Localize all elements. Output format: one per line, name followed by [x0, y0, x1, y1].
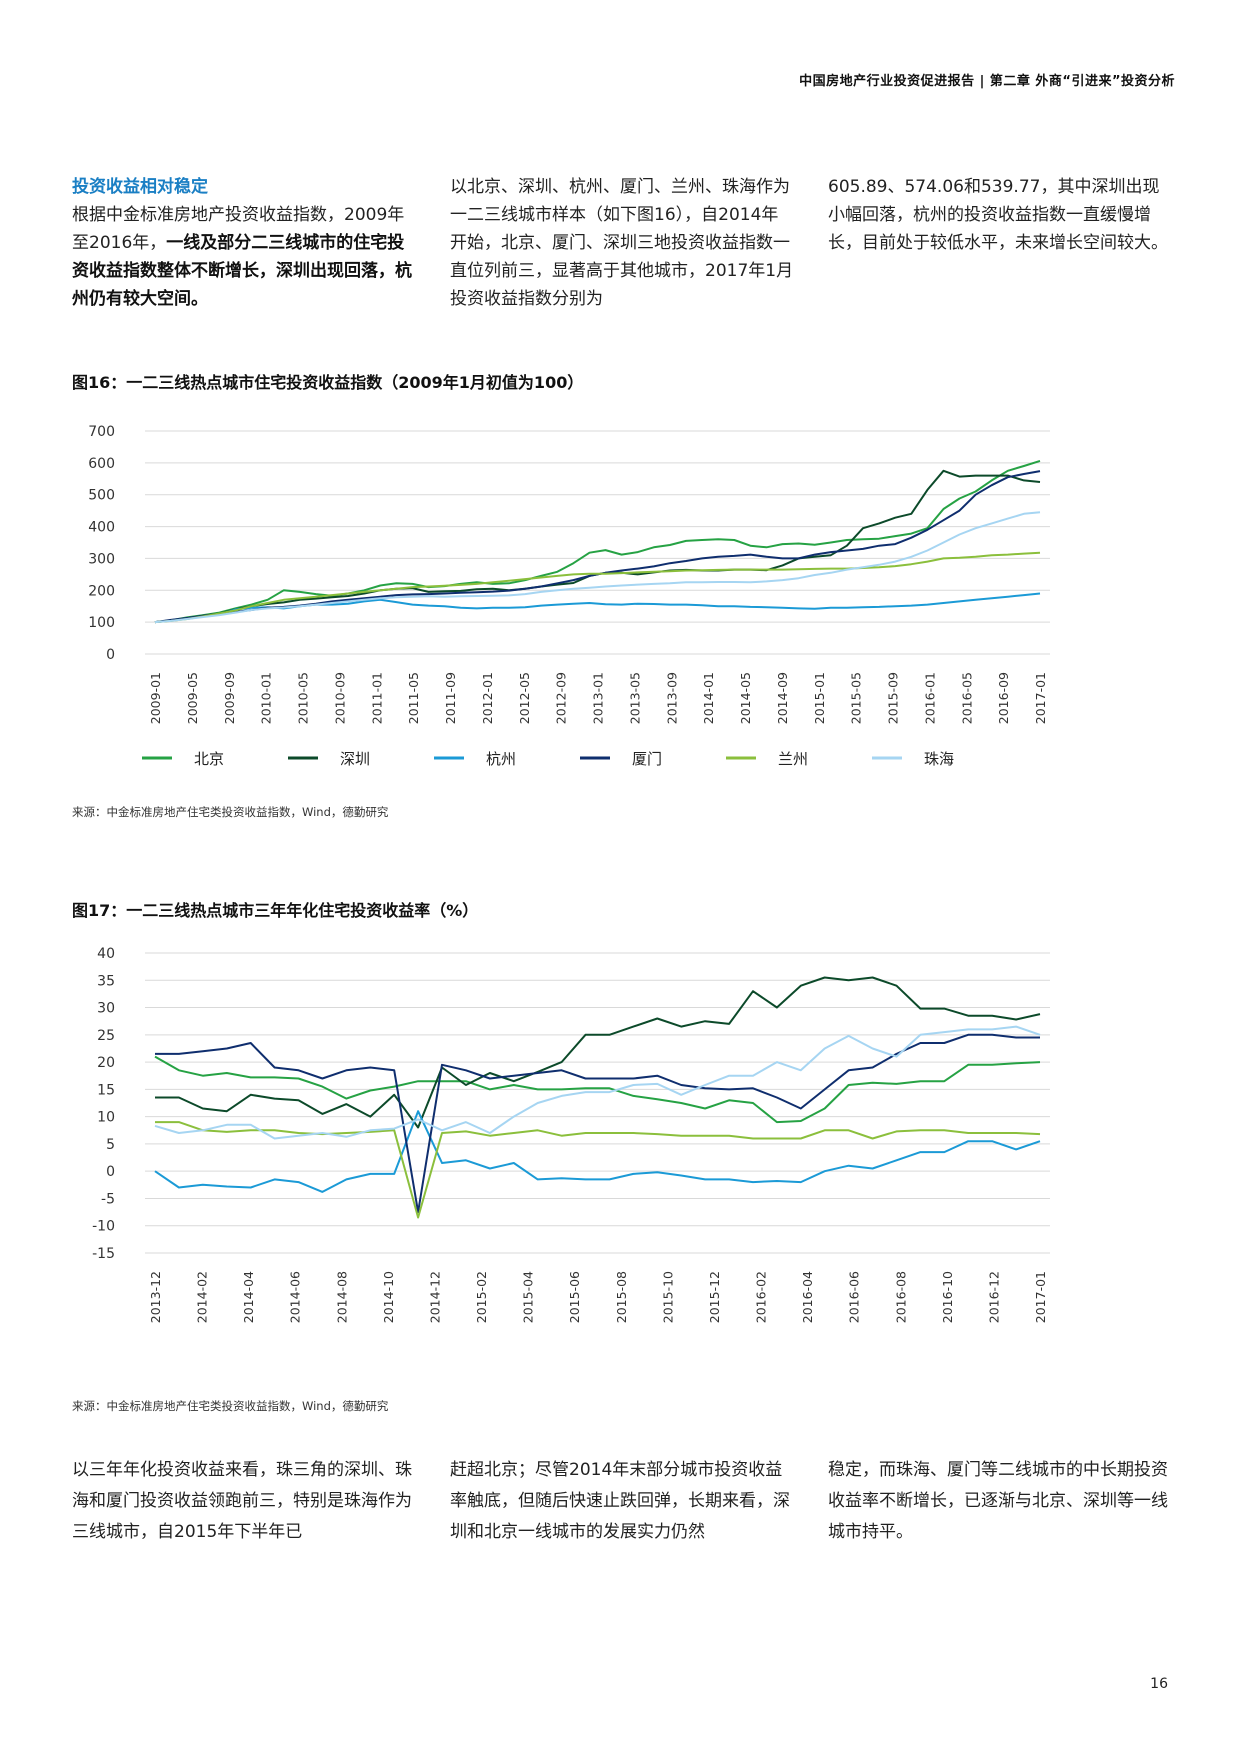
x-tick-label: 2013-05: [627, 672, 642, 724]
report-header: 中国房地产行业投资促进报告 | 第二章 外商“引进来”投资分析: [799, 74, 1175, 89]
page-number: 16: [1150, 1676, 1168, 1692]
fig17-chart: -15 -10 -5 0 5 10 15 20 25 30 35 40 2013-12 2014-02 20…: [92, 946, 1050, 1323]
x-tick-label: 2011-09: [443, 672, 458, 724]
y-tick-label: 20: [97, 1055, 115, 1071]
x-tick-label: 2012-01: [480, 672, 495, 724]
legend-label: 厦门: [632, 750, 662, 768]
legend-label: 珠海: [924, 750, 954, 768]
fig16-source: 来源：中金标准房地产住宅类投资收益指数，Wind，德勤研究: [72, 805, 389, 819]
x-tick-label: 2017-01: [1033, 672, 1048, 724]
bottom-col-2: 赶超北京；尽管2014年末部分城市投资收益率触底，但随后快速止跌回弹，长期来看，…: [450, 1460, 790, 1542]
x-tick-label: 2011-05: [406, 672, 421, 724]
intro-col-2: 以北京、深圳、杭州、厦门、兰州、珠海作为一二三线城市样本（如下图16），自201…: [450, 173, 795, 313]
x-tick-label: 2010-01: [259, 672, 274, 724]
intro-col-1-bold: 一线及部分二三线城市的住宅投资收益指数整体不断增长，深圳出现回落，杭州仍有较大空…: [72, 233, 412, 309]
bottom-col-3: 稳定，而珠海、厦门等二线城市的中长期投资收益率不断增长，已逐渐与北京、深圳等一线…: [828, 1460, 1168, 1542]
x-tick-label: 2012-05: [517, 672, 532, 724]
series-line-厦门: [155, 1033, 1040, 1214]
series-line-杭州: [154, 1110, 1041, 1193]
intro-col-3-text: 605.89、574.06和539.77，其中深圳出现小幅回落，杭州的投资收益指…: [828, 177, 1168, 253]
y-tick-label: 25: [97, 1028, 115, 1044]
y-tick-label: 35: [97, 973, 115, 989]
x-tick-label: 2014-10: [381, 1271, 396, 1323]
y-tick-label: 600: [88, 456, 115, 472]
intro-col-1: 投资收益相对稳定 根据中金标准房地产投资收益指数，2009年至2016年，一线及…: [72, 173, 412, 313]
x-tick-label: 2017-01: [1033, 1271, 1048, 1323]
legend-label: 杭州: [486, 750, 516, 768]
x-tick-label: 2014-12: [427, 1271, 442, 1323]
y-tick-label: 500: [88, 488, 115, 504]
series-line-兰州: [154, 551, 1041, 624]
y-tick-label: 0: [106, 647, 115, 663]
x-tick-label: 2014-02: [195, 1271, 210, 1323]
section-title: 投资收益相对稳定: [72, 177, 208, 197]
y-tick-label: 5: [106, 1137, 115, 1153]
x-tick-label: 2014-05: [738, 672, 753, 724]
x-tick-label: 2015-02: [474, 1271, 489, 1323]
series-line-深圳: [155, 976, 1041, 1129]
x-tick-label: 2015-01: [812, 672, 827, 724]
legend-label: 北京: [194, 750, 224, 768]
y-tick-label: 15: [97, 1082, 115, 1098]
fig16-title: 图16：一二三线热点城市住宅投资收益指数（2009年1月初值为100）: [72, 373, 584, 392]
x-tick-label: 2016-04: [800, 1271, 815, 1323]
x-tick-label: 2014-04: [241, 1271, 256, 1323]
y-tick-label: 100: [88, 615, 115, 631]
y-tick-label: -5: [101, 1191, 115, 1207]
y-tick-label: -10: [92, 1219, 115, 1235]
x-tick-label: 2009-05: [185, 672, 200, 724]
x-tick-label: 2016-05: [959, 672, 974, 724]
series-line-兰州: [155, 1121, 1041, 1219]
x-tick-label: 2016-06: [847, 1271, 862, 1323]
series-line-北京: [154, 1055, 1041, 1124]
x-tick-label: 2016-08: [893, 1271, 908, 1323]
x-tick-label: 2014-08: [334, 1271, 349, 1323]
fig16-chart: 0 100 200 300 400 500 600 700 2009-01 2009-05 2009…: [88, 424, 1050, 768]
y-tick-label: 300: [88, 551, 115, 567]
legend-label: 兰州: [778, 750, 808, 768]
y-tick-label: 700: [88, 424, 115, 440]
y-tick-label: 0: [106, 1164, 115, 1180]
x-tick-label: 2014-06: [288, 1271, 303, 1323]
x-tick-label: 2013-09: [664, 672, 679, 724]
y-tick-label: -15: [92, 1246, 115, 1262]
x-tick-label: 2015-05: [849, 672, 864, 724]
x-tick-label: 2013-12: [148, 1271, 163, 1323]
x-tick-label: 2016-09: [996, 672, 1011, 724]
x-tick-label: 2010-05: [296, 672, 311, 724]
intro-col-3: 605.89、574.06和539.77，其中深圳出现小幅回落，杭州的投资收益指…: [828, 173, 1173, 257]
x-tick-label: 2012-09: [554, 672, 569, 724]
x-tick-label: 2015-12: [707, 1271, 722, 1323]
x-tick-label: 2011-01: [369, 672, 384, 724]
x-tick-label: 2009-09: [222, 672, 237, 724]
x-tick-label: 2016-02: [754, 1271, 769, 1323]
x-tick-label: 2013-01: [591, 672, 606, 724]
y-tick-label: 200: [88, 583, 115, 599]
y-tick-label: 40: [97, 946, 115, 962]
x-tick-label: 2016-10: [940, 1271, 955, 1323]
series-line-珠海: [154, 511, 1041, 624]
legend-label: 深圳: [340, 750, 370, 768]
y-tick-label: 10: [97, 1110, 115, 1126]
series-line-珠海: [154, 1025, 1041, 1140]
x-tick-label: 2014-01: [701, 672, 716, 724]
fig17-source: 来源：中金标准房地产住宅类投资收益指数，Wind，德勤研究: [72, 1399, 389, 1413]
x-tick-label: 2015-04: [521, 1271, 536, 1323]
x-tick-label: 2015-06: [567, 1271, 582, 1323]
bottom-col-1: 以三年年化投资收益来看，珠三角的深圳、珠海和厦门投资收益领跑前三，特别是珠海作为…: [72, 1460, 412, 1542]
y-tick-label: 30: [97, 1001, 115, 1017]
intro-col-1-text: 根据中金标准房地产投资收益指数，2009年至2016年，: [72, 205, 405, 253]
x-tick-label: 2015-10: [660, 1271, 675, 1323]
x-tick-label: 2009-01: [148, 672, 163, 724]
fig17-title: 图17：一二三线热点城市三年年化住宅投资收益率（%）: [72, 901, 479, 920]
x-tick-label: 2015-09: [886, 672, 901, 724]
series-line-北京: [154, 459, 1041, 624]
intro-col-2-text: 以北京、深圳、杭州、厦门、兰州、珠海作为一二三线城市样本（如下图16），自201…: [450, 177, 794, 309]
x-tick-label: 2010-09: [332, 672, 347, 724]
x-tick-label: 2014-09: [775, 672, 790, 724]
y-tick-label: 400: [88, 520, 115, 536]
x-tick-label: 2016-12: [986, 1271, 1001, 1323]
x-tick-label: 2015-08: [614, 1271, 629, 1323]
x-tick-label: 2016-01: [922, 672, 937, 724]
